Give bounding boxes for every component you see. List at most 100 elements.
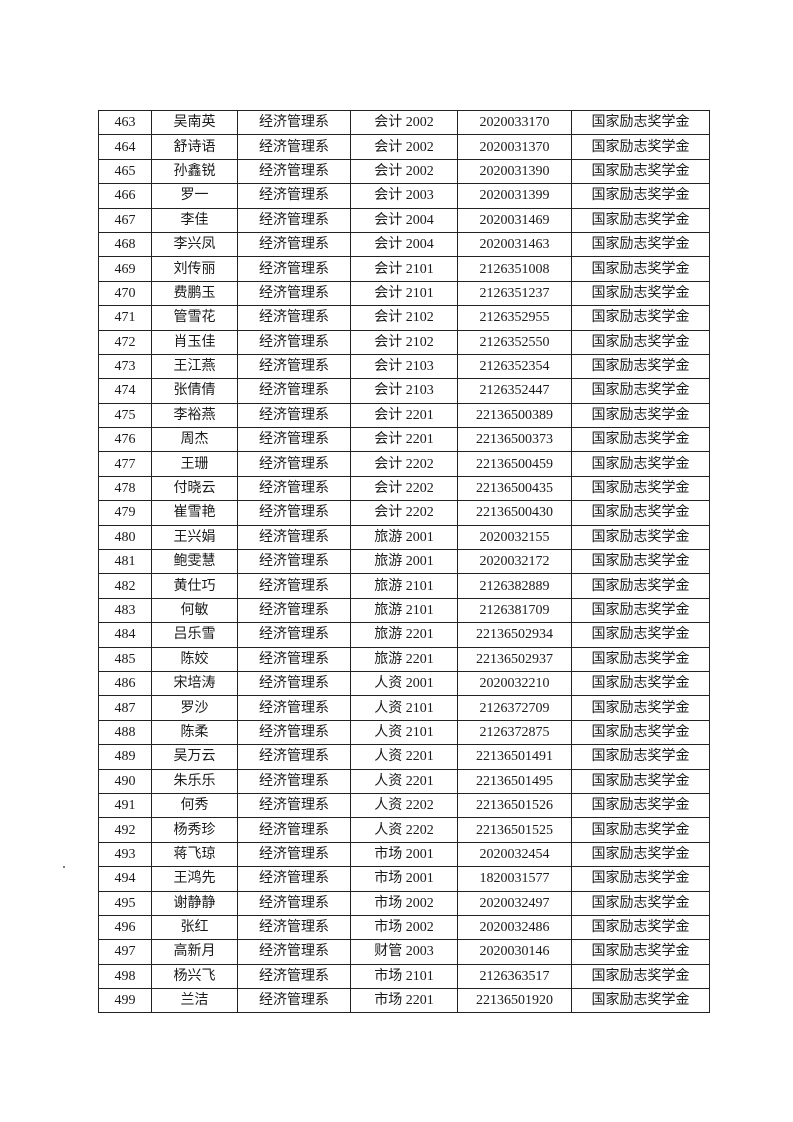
cell-number: 486	[98, 670, 152, 697]
cell-student-id: 22136501920	[457, 988, 572, 1014]
cell-number: 497	[98, 939, 152, 965]
cell-student-id: 2020031399	[457, 183, 572, 209]
table-row: 488 陈柔 经济管理系 人资 2101 2126372875 国家励志奖学金	[98, 719, 710, 746]
cell-number: 465	[98, 158, 152, 185]
cell-award: 国家励志奖学金	[571, 427, 710, 453]
cell-department: 经济管理系	[237, 134, 351, 160]
cell-student-id: 22136500389	[457, 402, 572, 429]
cell-number: 472	[98, 329, 152, 355]
cell-number: 464	[98, 134, 152, 160]
cell-student-id: 2126382889	[457, 573, 572, 599]
cell-number: 482	[98, 573, 152, 599]
cell-number: 495	[98, 890, 152, 916]
cell-name: 肖玉佳	[151, 329, 238, 355]
cell-award: 国家励志奖学金	[571, 841, 710, 868]
cell-name: 崔雪艳	[151, 500, 238, 526]
cell-department: 经济管理系	[237, 792, 351, 819]
cell-department: 经济管理系	[237, 305, 351, 331]
cell-student-id: 2020032497	[457, 890, 572, 916]
cell-student-id: 2020032155	[457, 524, 572, 551]
cell-student-id: 22136501525	[457, 817, 572, 843]
table-row: 478 付晓云 经济管理系 会计 2202 22136500435 国家励志奖学金	[98, 475, 710, 502]
cell-award: 国家励志奖学金	[571, 134, 710, 160]
cell-department: 经济管理系	[237, 597, 351, 624]
cell-number: 467	[98, 207, 152, 233]
cell-number: 471	[98, 305, 152, 331]
cell-department: 经济管理系	[237, 524, 351, 551]
cell-name: 张红	[151, 914, 238, 941]
cell-department: 经济管理系	[237, 744, 351, 770]
cell-name: 黄仕巧	[151, 573, 238, 599]
cell-class: 人资 2001	[350, 670, 458, 697]
cell-award: 国家励志奖学金	[571, 231, 710, 258]
cell-department: 经济管理系	[237, 573, 351, 599]
table-row: 480 王兴娟 经济管理系 旅游 2001 2020032155 国家励志奖学金	[98, 524, 710, 551]
cell-number: 488	[98, 719, 152, 746]
cell-department: 经济管理系	[237, 280, 351, 307]
cell-number: 496	[98, 914, 152, 941]
table-row: 483 何敏 经济管理系 旅游 2101 2126381709 国家励志奖学金	[98, 597, 710, 624]
cell-student-id: 2020032172	[457, 549, 572, 575]
table-row: 467 李佳 经济管理系 会计 2004 2020031469 国家励志奖学金	[98, 207, 710, 233]
cell-class: 人资 2201	[350, 744, 458, 770]
cell-number: 480	[98, 524, 152, 551]
cell-award: 国家励志奖学金	[571, 768, 710, 794]
cell-student-id: 22136501495	[457, 768, 572, 794]
cell-name: 付晓云	[151, 475, 238, 502]
cell-award: 国家励志奖学金	[571, 670, 710, 697]
cell-student-id: 2020030146	[457, 939, 572, 965]
cell-award: 国家励志奖学金	[571, 378, 710, 404]
table-row: 479 崔雪艳 经济管理系 会计 2202 22136500430 国家励志奖学金	[98, 500, 710, 526]
cell-number: 487	[98, 695, 152, 721]
cell-number: 463	[98, 109, 152, 136]
cell-class: 财管 2003	[350, 939, 458, 965]
cell-award: 国家励志奖学金	[571, 549, 710, 575]
cell-student-id: 2020032454	[457, 841, 572, 868]
cell-department: 经济管理系	[237, 768, 351, 794]
cell-award: 国家励志奖学金	[571, 963, 710, 990]
cell-name: 张倩倩	[151, 378, 238, 404]
cell-class: 市场 2001	[350, 866, 458, 892]
cell-award: 国家励志奖学金	[571, 890, 710, 916]
cell-name: 管雪花	[151, 305, 238, 331]
cell-number: 491	[98, 792, 152, 819]
cell-class: 旅游 2101	[350, 597, 458, 624]
table-row: 485 陈姣 经济管理系 旅游 2201 22136502937 国家励志奖学金	[98, 646, 710, 672]
cell-number: 473	[98, 353, 152, 380]
cell-student-id: 2126351008	[457, 256, 572, 282]
cell-number: 483	[98, 597, 152, 624]
cell-student-id: 2020032210	[457, 670, 572, 697]
cell-number: 498	[98, 963, 152, 990]
cell-award: 国家励志奖学金	[571, 695, 710, 721]
table-row: 466 罗一 经济管理系 会计 2003 2020031399 国家励志奖学金	[98, 183, 710, 209]
cell-number: 478	[98, 475, 152, 502]
cell-class: 旅游 2201	[350, 646, 458, 672]
cell-award: 国家励志奖学金	[571, 914, 710, 941]
cell-award: 国家励志奖学金	[571, 109, 710, 136]
cell-name: 何敏	[151, 597, 238, 624]
cell-number: 470	[98, 280, 152, 307]
cell-student-id: 1820031577	[457, 866, 572, 892]
table-row: 492 杨秀珍 经济管理系 人资 2202 22136501525 国家励志奖学金	[98, 817, 710, 843]
cell-name: 蒋飞琼	[151, 841, 238, 868]
cell-name: 宋培涛	[151, 670, 238, 697]
cell-award: 国家励志奖学金	[571, 646, 710, 672]
cell-student-id: 2020033170	[457, 109, 572, 136]
cell-student-id: 2126363517	[457, 963, 572, 990]
cell-name: 何秀	[151, 792, 238, 819]
cell-award: 国家励志奖学金	[571, 305, 710, 331]
cell-department: 经济管理系	[237, 646, 351, 672]
cell-award: 国家励志奖学金	[571, 597, 710, 624]
cell-number: 479	[98, 500, 152, 526]
cell-student-id: 2126381709	[457, 597, 572, 624]
cell-award: 国家励志奖学金	[571, 280, 710, 307]
cell-name: 李裕燕	[151, 402, 238, 429]
cell-name: 罗一	[151, 183, 238, 209]
cell-class: 人资 2101	[350, 695, 458, 721]
cell-student-id: 22136500430	[457, 500, 572, 526]
table-row: 468 李兴凤 经济管理系 会计 2004 2020031463 国家励志奖学金	[98, 231, 710, 258]
table-row: 482 黄仕巧 经济管理系 旅游 2101 2126382889 国家励志奖学金	[98, 573, 710, 599]
cell-student-id: 22136500373	[457, 427, 572, 453]
cell-name: 罗沙	[151, 695, 238, 721]
cell-number: 481	[98, 549, 152, 575]
